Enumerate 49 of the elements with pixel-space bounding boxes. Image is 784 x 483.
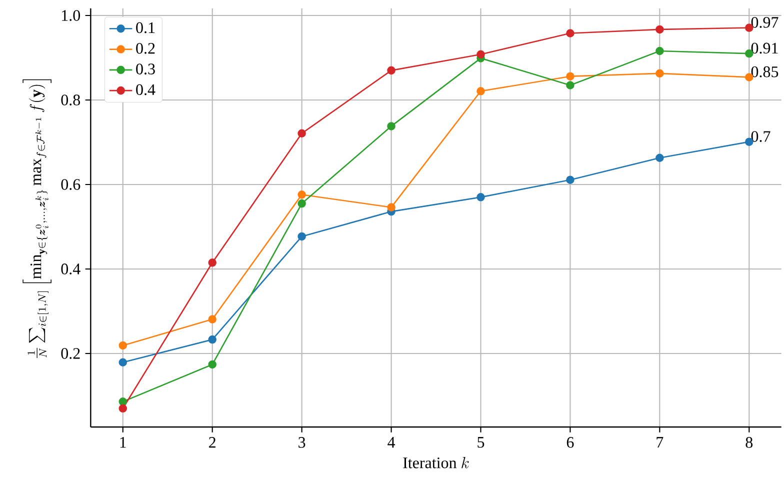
data-label: 0.91: [751, 42, 778, 54]
data-label: 0.7: [751, 131, 770, 142]
y-tick-label: 0.8: [61, 94, 80, 106]
point: [208, 335, 216, 344]
x-tick-label: 2: [209, 437, 216, 448]
point: [387, 66, 396, 75]
point: [118, 404, 128, 413]
point: [208, 315, 216, 324]
data-label: 0.85: [751, 66, 778, 78]
x-tick-label: 7: [656, 437, 664, 448]
point: [387, 122, 396, 130]
y-tick-label: 0.2: [61, 348, 80, 359]
point: [118, 358, 128, 366]
point: [298, 190, 306, 199]
point: [118, 341, 128, 350]
x-tick-label: 8: [746, 437, 753, 448]
point: [208, 360, 216, 369]
point: [476, 50, 485, 59]
x-axis-title: $\mathrm{Iteration}\ k$: [403, 457, 469, 468]
y-tick-label: 0.6: [61, 179, 80, 190]
point: [118, 398, 128, 406]
x-tick-label: 6: [566, 437, 574, 448]
point: [656, 69, 664, 78]
y-tick-label: 1.0: [62, 10, 80, 21]
point: [566, 81, 574, 90]
point: [566, 176, 574, 184]
point: [656, 46, 664, 56]
x-tick-label: 3: [298, 437, 306, 448]
legend-label: 0.4: [136, 84, 156, 96]
point: [656, 154, 664, 162]
x-tick-label: 5: [478, 437, 484, 448]
point: [476, 87, 485, 96]
point: [298, 129, 306, 138]
legend-label: 0.1: [136, 22, 155, 34]
y-tick-label: 0.4: [61, 264, 80, 274]
point: [298, 199, 306, 208]
point: [476, 193, 485, 202]
y-axis-title: $\frac{1}{N}\sum_{i\in[1,N]}\left[\min_{\mathbf{y}\in\{\boldsymbol{z}_i^0,\ldots,\boldsymbol{z}_i^k\}}\max_{f\in\mathcal{F}^{k-1}} f(\mathbf{y})\right]$: [22, 79, 52, 358]
x-tick-label: 4: [388, 437, 396, 448]
point: [298, 232, 306, 241]
point: [566, 72, 574, 80]
legend-label: 0.3: [136, 64, 155, 74]
legend-label: 0.2: [136, 42, 155, 54]
x-tick-label: 1: [120, 437, 126, 448]
point: [208, 258, 216, 267]
point: [387, 203, 396, 212]
point: [566, 29, 574, 38]
point: [656, 25, 664, 34]
data-label: 0.97: [751, 17, 778, 28]
